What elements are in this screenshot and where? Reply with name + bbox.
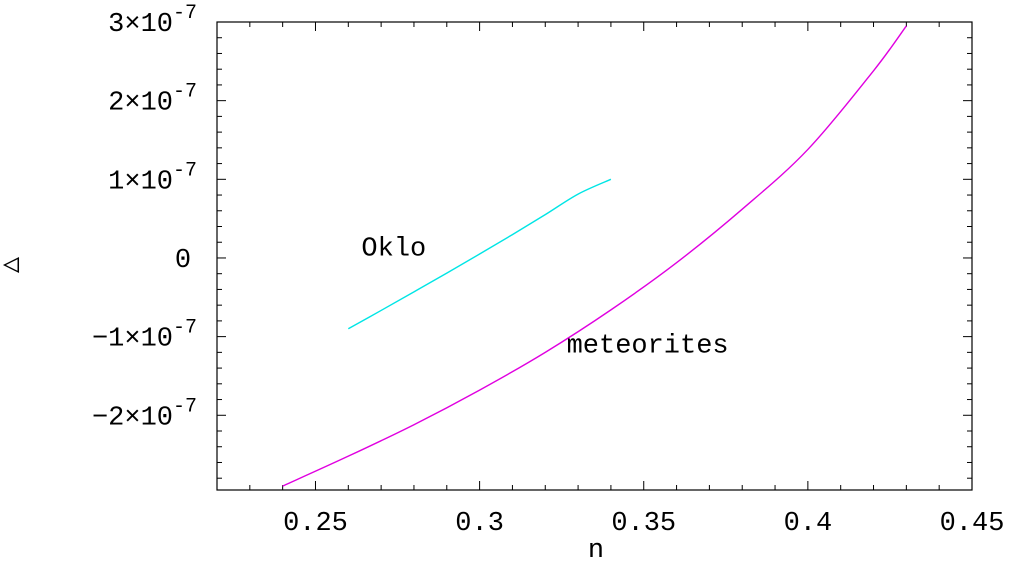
x-tick-label: 0.3 — [455, 509, 504, 539]
x-axis-label: n — [588, 536, 604, 563]
y-tick-label: 3×10-7 — [108, 2, 197, 40]
labels-layer: 0.25 0.3 0.35 0.4 0.45 3×10-7 2×10-7 1×10-7 0 −1×… — [92, 2, 1004, 539]
y-tick-label: −2×10-7 — [92, 395, 197, 433]
series-line-Oklo — [347, 178, 612, 330]
x-tick-label: 0.4 — [784, 509, 833, 539]
plot-frame — [216, 21, 973, 491]
x-tick-label: 0.25 — [283, 509, 348, 539]
y-tick-label: 2×10-7 — [108, 81, 197, 119]
x-tick-label: 0.45 — [940, 509, 1005, 539]
x-tick-label: 0.35 — [611, 509, 676, 539]
series-layer — [282, 25, 907, 487]
series-line-meteorites — [282, 25, 907, 487]
y-tick-label: 1×10-7 — [108, 159, 197, 197]
y-tick-label: −1×10-7 — [92, 317, 197, 355]
annotation-Oklo: Oklo — [361, 235, 426, 265]
y-axis-label: △ — [0, 256, 27, 273]
ticks — [216, 21, 973, 490]
y-tick-label: 0 — [175, 246, 191, 276]
annotation-meteorites: meteorites — [567, 331, 729, 361]
